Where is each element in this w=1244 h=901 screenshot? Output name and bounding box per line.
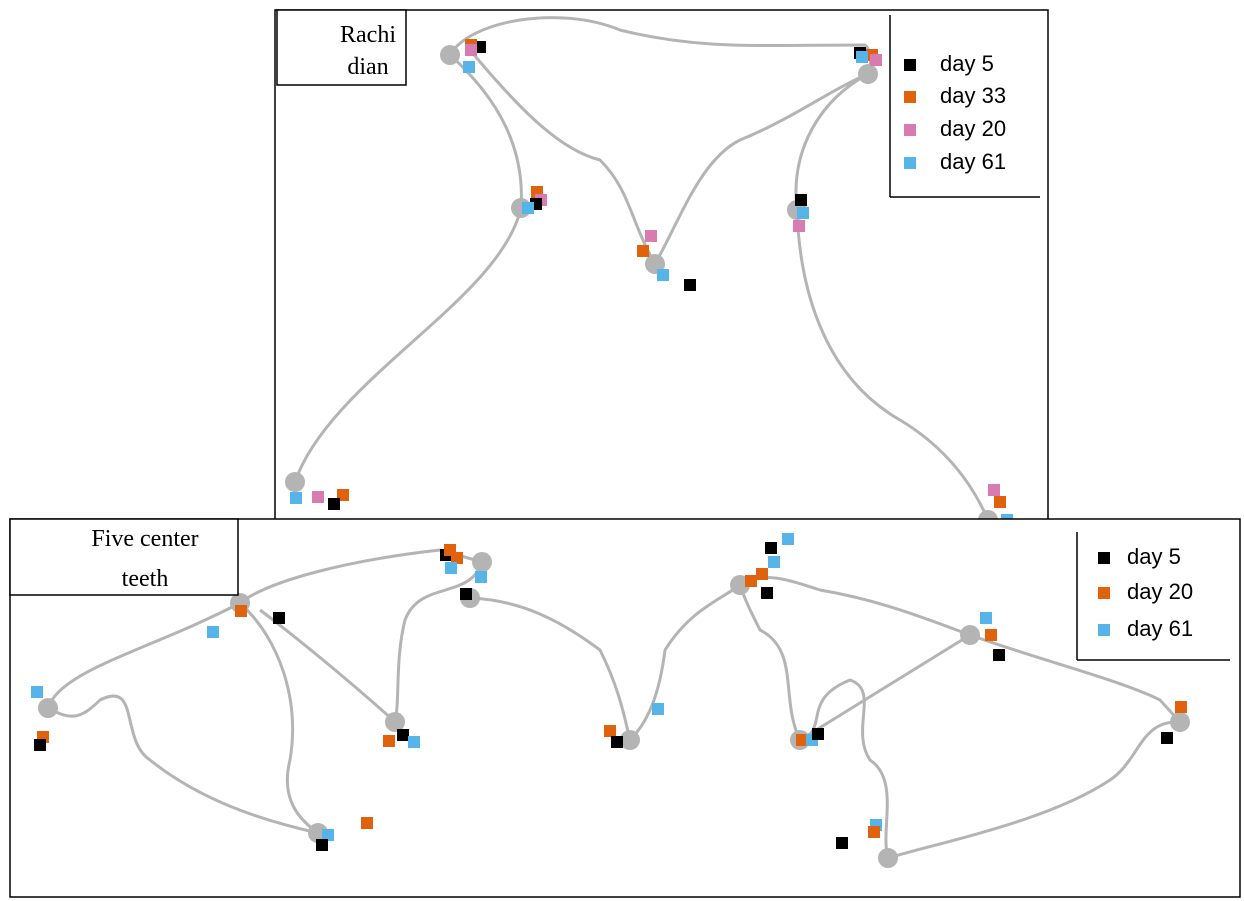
landmark-marker	[235, 605, 247, 617]
landmark	[1170, 712, 1190, 732]
panel-label: dian	[347, 54, 388, 80]
landmark-marker	[795, 194, 807, 206]
landmark-marker	[994, 496, 1006, 508]
legend-label: day 61	[1127, 616, 1193, 641]
landmark	[960, 625, 980, 645]
landmark	[285, 472, 305, 492]
legend-swatch	[1098, 552, 1110, 564]
legend-swatch	[904, 124, 916, 136]
landmark-marker	[868, 826, 880, 838]
legend-swatch	[1098, 624, 1110, 636]
landmark	[472, 552, 492, 572]
landmark-marker	[207, 626, 219, 638]
landmark-marker	[645, 230, 657, 242]
landmark	[38, 698, 58, 718]
landmark-marker	[985, 629, 997, 641]
landmark-marker	[316, 839, 328, 851]
landmark-marker	[465, 44, 477, 56]
landmark-marker	[31, 686, 43, 698]
panel-rachidian: Rachi dian day 5 day 33 day 20 day 61	[275, 10, 1048, 530]
landmark-marker	[745, 575, 757, 587]
landmark-marker	[328, 498, 340, 510]
landmark-marker	[793, 220, 805, 232]
landmark-marker	[408, 736, 420, 748]
landmark-marker	[1161, 732, 1173, 744]
legend-label: day 61	[940, 149, 1006, 174]
landmark-marker	[768, 556, 780, 568]
landmark-marker	[765, 542, 777, 554]
landmark-marker	[312, 491, 324, 503]
landmark-marker	[782, 533, 794, 545]
legend-label: day 33	[940, 83, 1006, 108]
legend-label: day 5	[940, 51, 994, 76]
panel-label: teeth	[122, 566, 169, 592]
landmark-marker	[383, 735, 395, 747]
landmark-marker	[463, 61, 475, 73]
landmark-marker	[637, 245, 649, 257]
landmark	[878, 848, 898, 868]
legend-swatch	[904, 91, 916, 103]
figure: Rachi dian day 5 day 33 day 20 day 61 Five ce…	[0, 0, 1244, 901]
landmark-marker	[870, 54, 882, 66]
panel-label: Rachi	[340, 22, 396, 48]
landmark	[440, 45, 460, 65]
landmark-marker	[361, 817, 373, 829]
landmark-marker	[445, 562, 457, 574]
panel-five-teeth: Five center teeth day 5 day 20 day 61	[10, 519, 1240, 897]
landmark-marker	[980, 612, 992, 624]
landmark-marker	[290, 492, 302, 504]
landmark-marker	[34, 739, 46, 751]
landmark-marker	[611, 736, 623, 748]
landmark-marker	[604, 725, 616, 737]
legend-label: day 5	[1127, 544, 1181, 569]
legend-swatch	[1098, 587, 1110, 599]
landmark-marker	[812, 728, 824, 740]
legend-label: day 20	[940, 116, 1006, 141]
landmark-marker	[993, 649, 1005, 661]
landmark-marker	[475, 571, 487, 583]
panel-label: Five center	[91, 526, 198, 552]
legend-swatch	[904, 59, 916, 71]
landmark-marker	[1175, 701, 1187, 713]
landmark-marker	[856, 51, 868, 63]
landmark-marker	[684, 279, 696, 291]
landmark-marker	[460, 588, 472, 600]
landmark-marker	[522, 202, 534, 214]
landmark-marker	[657, 269, 669, 281]
legend-label: day 20	[1127, 579, 1193, 604]
landmark-marker	[273, 612, 285, 624]
legend-swatch	[904, 157, 916, 169]
landmark	[858, 64, 878, 84]
landmark-marker	[397, 729, 409, 741]
landmark-marker	[797, 207, 809, 219]
landmark-marker	[836, 837, 848, 849]
landmark-marker	[761, 587, 773, 599]
landmark-marker	[988, 484, 1000, 496]
landmark-marker	[756, 568, 768, 580]
landmark-marker	[652, 703, 664, 715]
